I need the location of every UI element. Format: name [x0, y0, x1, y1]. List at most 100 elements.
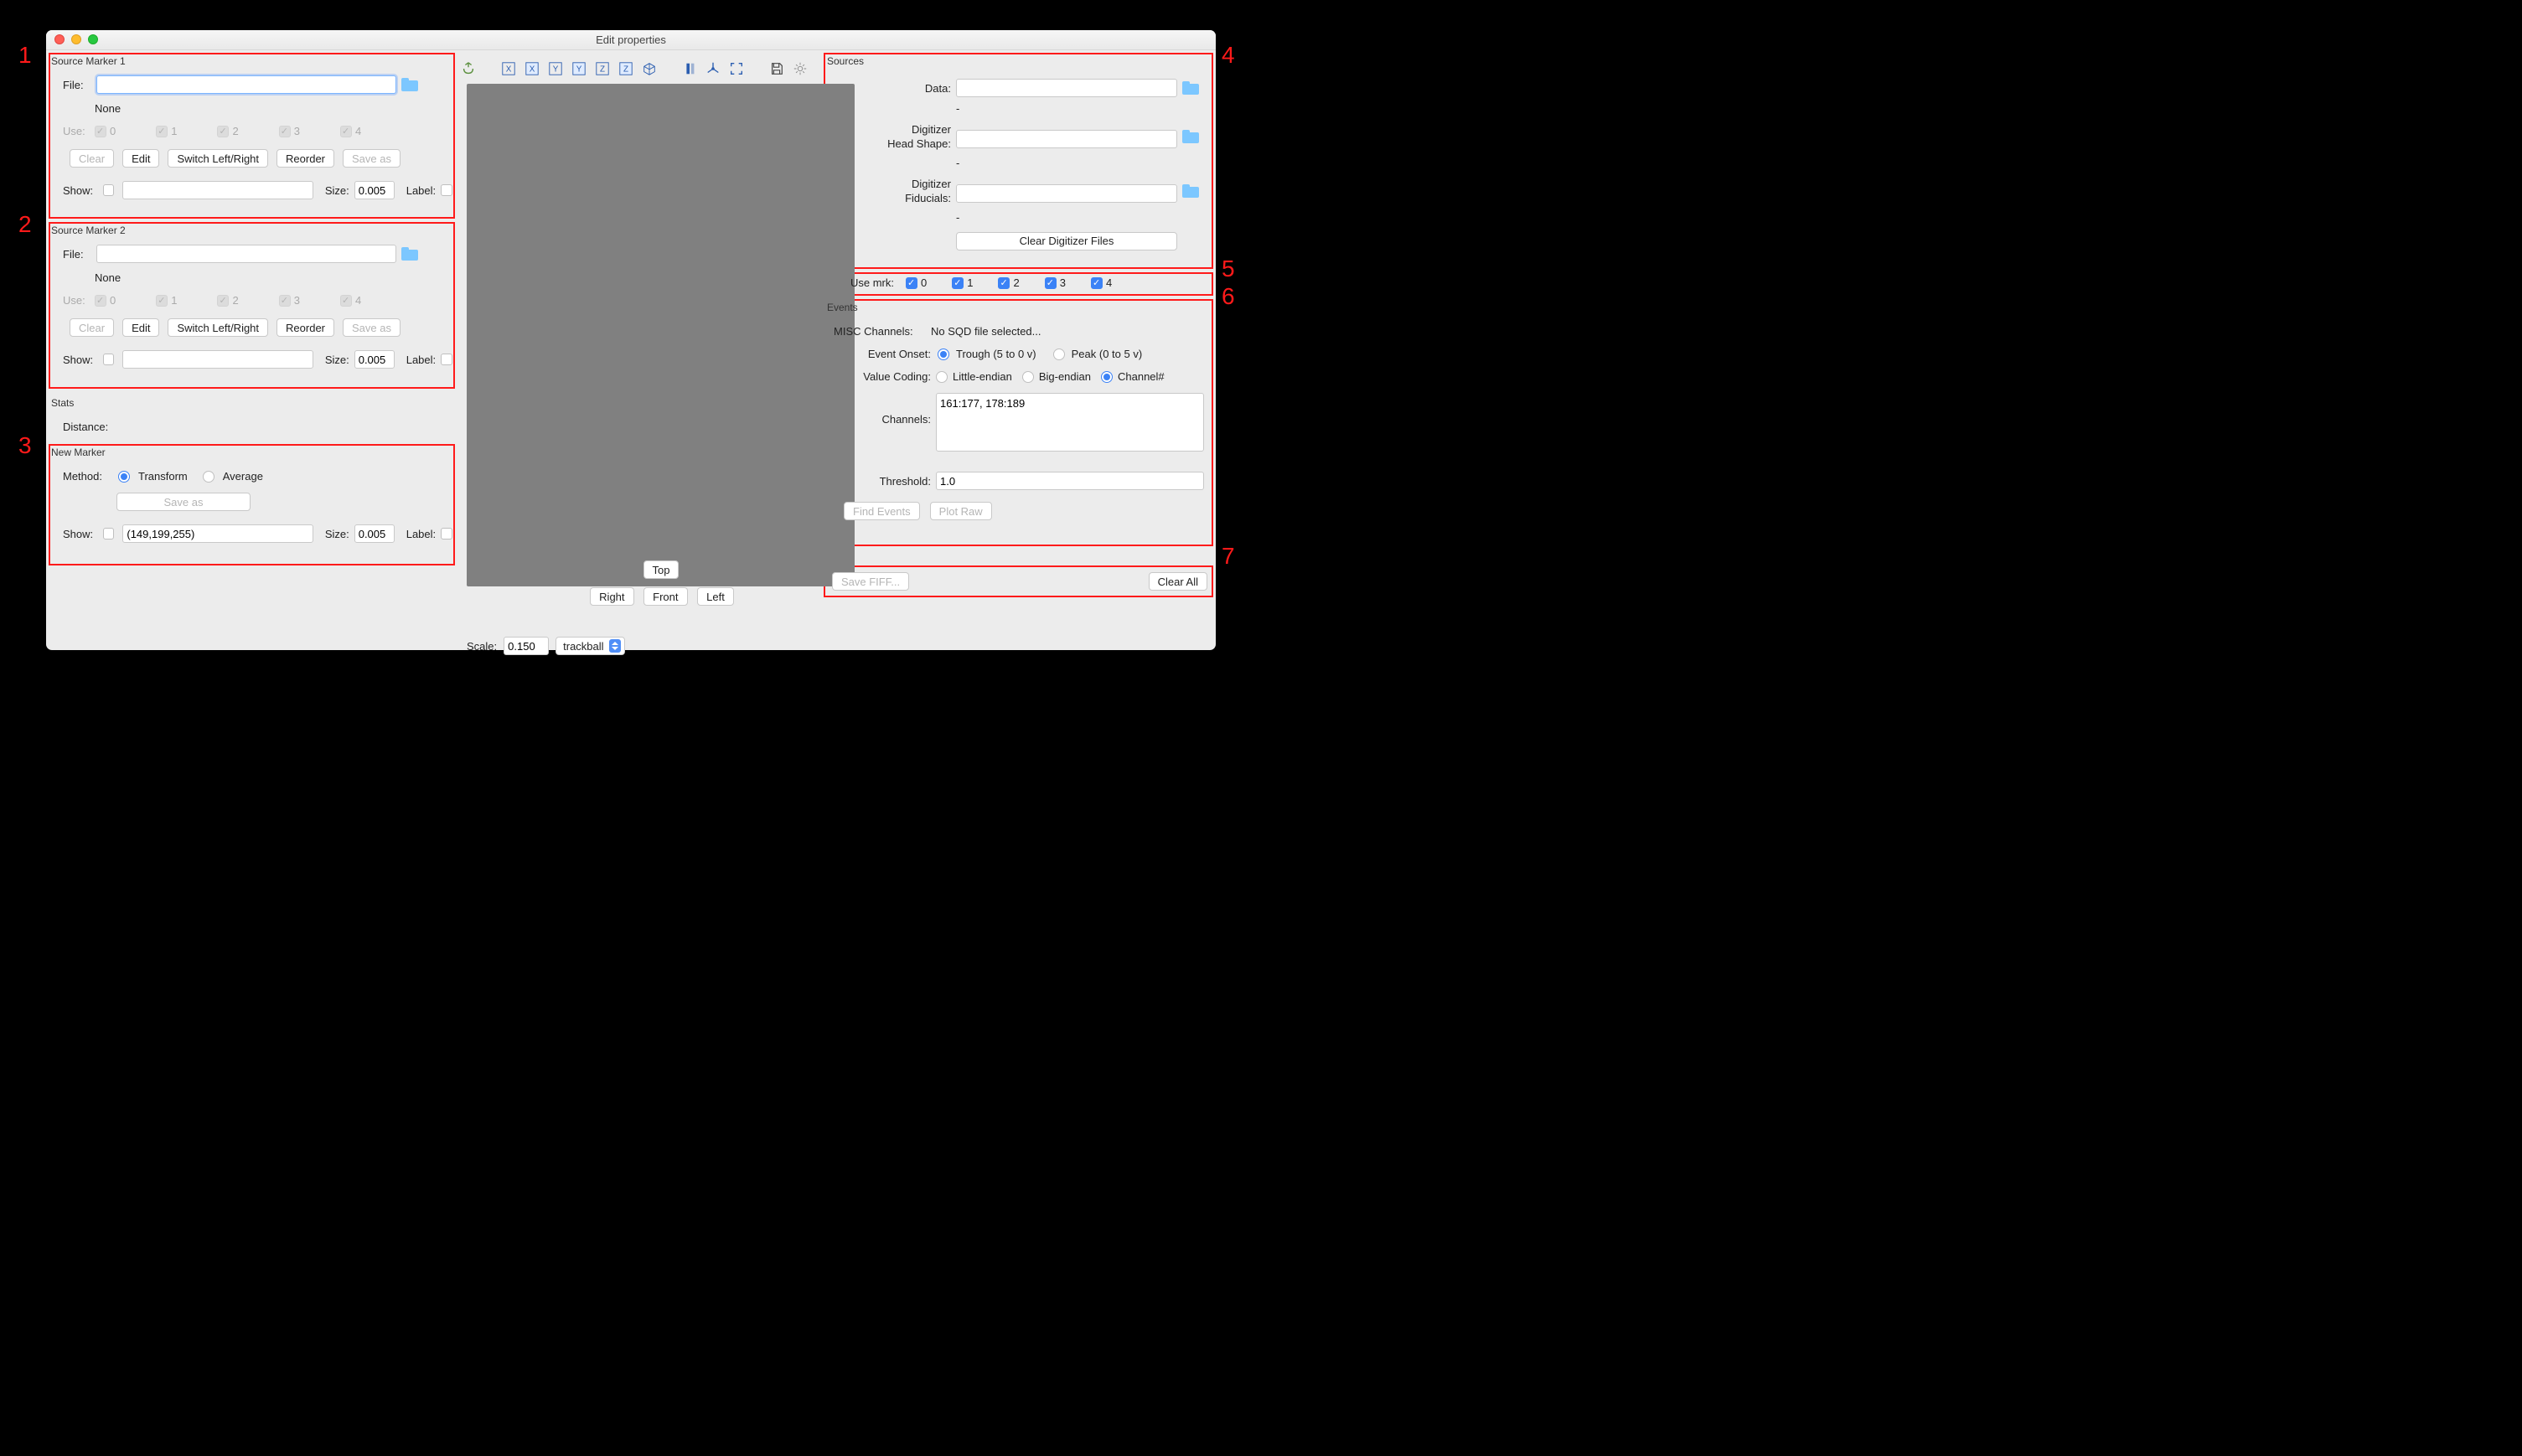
sm2-saveas-button[interactable]: Save as	[343, 318, 401, 337]
sm2-clear-button[interactable]: Clear	[70, 318, 114, 337]
nm-title: New Marker	[51, 447, 452, 458]
sm2-size-label: Size:	[325, 354, 349, 366]
clear-digitizer-button[interactable]: Clear Digitizer Files	[956, 232, 1177, 250]
close-icon[interactable]	[54, 34, 65, 44]
sm1-use-2[interactable]	[217, 126, 229, 137]
gear-icon[interactable]	[791, 59, 809, 78]
sm2-switch-button[interactable]: Switch Left/Right	[168, 318, 268, 337]
clear-all-button[interactable]: Clear All	[1149, 572, 1207, 591]
threshold-input[interactable]	[936, 472, 1204, 490]
channels-input[interactable]	[936, 393, 1204, 452]
sm1-use-1[interactable]	[156, 126, 168, 137]
coding-ch-radio[interactable]	[1101, 371, 1113, 383]
misc-label: MISC Channels:	[834, 325, 926, 338]
x-minus-icon[interactable]: X	[523, 59, 541, 78]
folder-icon[interactable]	[401, 78, 418, 91]
view-front-button[interactable]: Front	[643, 587, 687, 606]
sm2-use-1[interactable]	[156, 295, 168, 307]
sm1-label-check[interactable]	[441, 184, 452, 196]
hs-input[interactable]	[956, 130, 1177, 148]
nm-label-check[interactable]	[441, 528, 452, 540]
sm1-use-4[interactable]	[340, 126, 352, 137]
sm1-edit-button[interactable]: Edit	[122, 149, 159, 168]
nm-size-input[interactable]	[354, 524, 395, 543]
events-title: Events	[827, 302, 1211, 313]
y-plus-icon[interactable]: Y	[546, 59, 565, 78]
save-fiff-button[interactable]: Save FIFF...	[832, 572, 909, 591]
sm2-show-input[interactable]	[122, 350, 313, 369]
sm1-show-check[interactable]	[103, 184, 115, 196]
usemrk-0[interactable]	[906, 277, 917, 289]
sm1-saveas-button[interactable]: Save as	[343, 149, 401, 168]
data-input[interactable]	[956, 79, 1177, 97]
sm1-clear-button[interactable]: Clear	[70, 149, 114, 168]
view-right-button[interactable]: Right	[590, 587, 633, 606]
sm1-use-0[interactable]	[95, 126, 106, 137]
sm2-use-0[interactable]	[95, 295, 106, 307]
sm2-use-4[interactable]	[340, 295, 352, 307]
rotate-icon[interactable]	[459, 59, 478, 78]
sm1-file-input[interactable]	[96, 75, 396, 94]
nm-transform-label: Transform	[138, 470, 188, 483]
nm-average-radio[interactable]	[203, 471, 214, 483]
view-left-button[interactable]: Left	[697, 587, 734, 606]
sm1-switch-button[interactable]: Switch Left/Right	[168, 149, 268, 168]
axes-icon[interactable]	[704, 59, 722, 78]
data-status: -	[956, 102, 1211, 115]
parallel-icon[interactable]	[680, 59, 699, 78]
scale-input[interactable]	[504, 637, 549, 655]
plot-raw-button[interactable]: Plot Raw	[930, 502, 992, 520]
onset-peak-radio[interactable]	[1053, 349, 1065, 360]
misc-value: No SQD file selected...	[931, 325, 1041, 338]
fid-input[interactable]	[956, 184, 1177, 203]
y-minus-icon[interactable]: Y	[570, 59, 588, 78]
nm-transform-radio[interactable]	[118, 471, 130, 483]
fid-status: -	[956, 211, 1211, 224]
z-plus-icon[interactable]: Z	[593, 59, 612, 78]
sm2-label-check[interactable]	[441, 354, 452, 365]
sm1-show-input[interactable]	[122, 181, 313, 199]
sm2-show-check[interactable]	[103, 354, 115, 365]
sm2-size-input[interactable]	[354, 350, 395, 369]
usemrk-4-label: 4	[1106, 276, 1112, 289]
x-plus-icon[interactable]: X	[499, 59, 518, 78]
nm-show-input[interactable]	[122, 524, 313, 543]
coding-be-radio[interactable]	[1022, 371, 1034, 383]
usemrk-1-label: 1	[967, 276, 973, 289]
usemrk-4[interactable]	[1091, 277, 1103, 289]
usemrk-1[interactable]	[952, 277, 964, 289]
usemrk-2[interactable]	[998, 277, 1010, 289]
annotation-1: 1	[18, 42, 32, 69]
z-minus-icon[interactable]: Z	[617, 59, 635, 78]
sm1-use-3[interactable]	[279, 126, 291, 137]
onset-trough-radio[interactable]	[938, 349, 949, 360]
sm2-use-3[interactable]	[279, 295, 291, 307]
view-top-button[interactable]: Top	[643, 560, 680, 579]
maximize-icon[interactable]	[88, 34, 98, 44]
sm1-title: Source Marker 1	[51, 55, 452, 67]
find-events-button[interactable]: Find Events	[844, 502, 920, 520]
folder-icon[interactable]	[1182, 81, 1199, 95]
new-marker-panel: New Marker Method: Transform Average Sav…	[51, 447, 452, 543]
stats-distance-label: Distance:	[63, 421, 452, 433]
coding-le-radio[interactable]	[936, 371, 948, 383]
view-mode-select[interactable]: trackball	[556, 637, 624, 655]
nm-show-check[interactable]	[103, 528, 115, 540]
sm1-size-input[interactable]	[354, 181, 395, 199]
nm-saveas-button[interactable]: Save as	[116, 493, 251, 511]
sm2-use-2[interactable]	[217, 295, 229, 307]
sm2-file-input[interactable]	[96, 245, 396, 263]
folder-icon[interactable]	[401, 247, 418, 261]
folder-icon[interactable]	[1182, 184, 1199, 198]
save-icon[interactable]	[767, 59, 786, 78]
sm2-reorder-button[interactable]: Reorder	[276, 318, 334, 337]
sm1-reorder-button[interactable]: Reorder	[276, 149, 334, 168]
folder-icon[interactable]	[1182, 130, 1199, 143]
fullscreen-icon[interactable]	[727, 59, 746, 78]
usemrk-3[interactable]	[1045, 277, 1057, 289]
minimize-icon[interactable]	[71, 34, 81, 44]
viewport-3d[interactable]	[467, 84, 855, 586]
annotation-4: 4	[1222, 42, 1235, 69]
iso-icon[interactable]	[640, 59, 659, 78]
sm2-edit-button[interactable]: Edit	[122, 318, 159, 337]
